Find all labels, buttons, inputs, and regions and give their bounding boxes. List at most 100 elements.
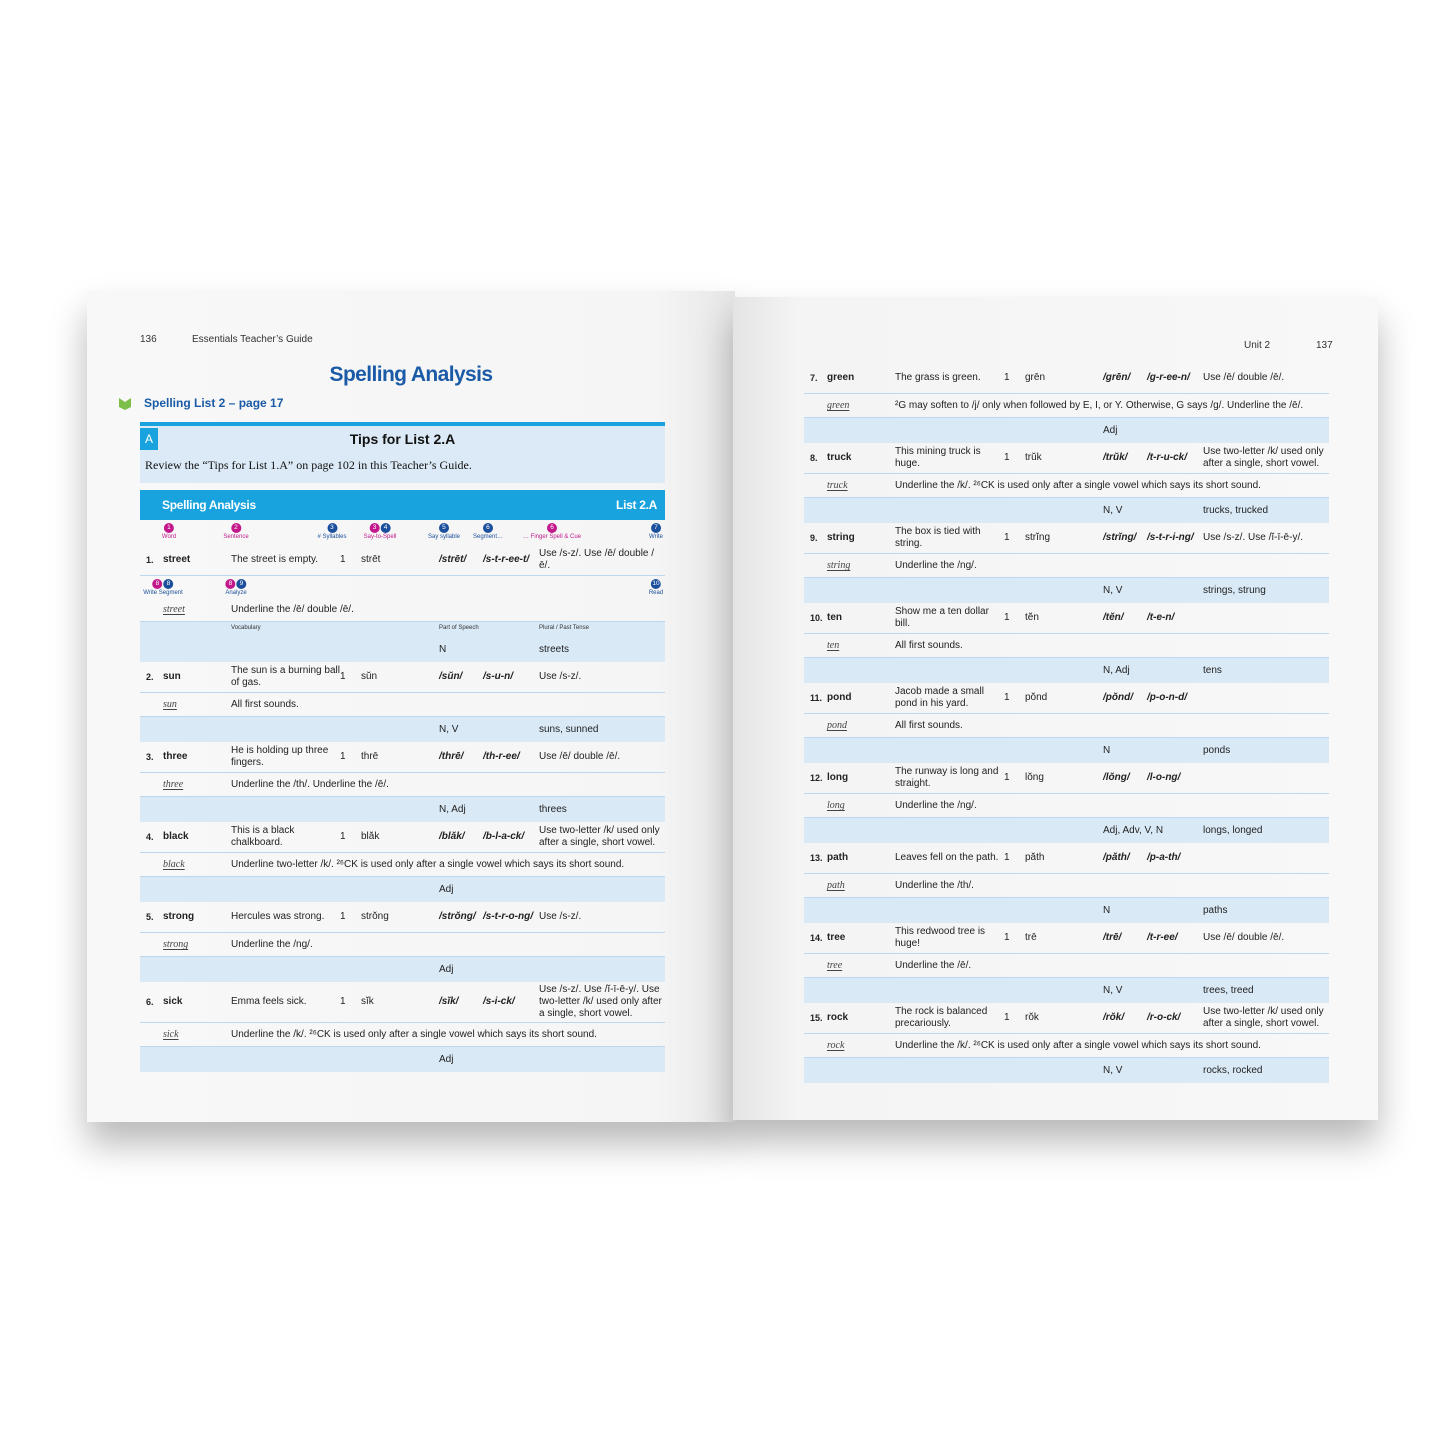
sentence: The runway is long and straight. (895, 766, 999, 789)
part-of-speech: N, V (1103, 985, 1123, 996)
analyze: Underline the /ng/. (895, 800, 977, 811)
step: 8 8 Write Segment (143, 579, 183, 596)
entry-vocab-row: Adj (140, 877, 665, 902)
written-word: ten (827, 640, 840, 651)
step: 7 Write (649, 523, 663, 540)
num: 12. (810, 772, 823, 783)
step-label: Analyze (225, 590, 247, 596)
num: 14. (810, 932, 823, 943)
segment: /s-u-n/ (483, 671, 513, 682)
part-of-speech: Adj (439, 884, 454, 895)
say: sĭk (361, 996, 374, 1007)
badges: 6 (523, 523, 581, 533)
empty-cell (1203, 616, 1329, 620)
entry: 12. long The runway is long and straight. 1… (804, 763, 1329, 843)
say: pŏnd (1025, 692, 1048, 703)
step-badge: 5 (438, 523, 449, 533)
num: 15. (810, 1012, 823, 1023)
sentence: The sun is a burning ball of gas. (231, 665, 340, 688)
entry-vocab-row: N, Adj tens (804, 658, 1329, 683)
step-header-second: 8 8 Write Segment 8 9 Analyze 10 Read (140, 576, 665, 598)
analyze: Underline the /ē/ double /ē/. (231, 604, 354, 615)
phonogram: /păth/ (1103, 852, 1130, 863)
running-head: Unit 2 (1244, 340, 1271, 351)
entry-main-row: 12. long The runway is long and straight. 1… (804, 763, 1329, 794)
phonogram: /lŏng/ (1103, 772, 1130, 783)
part-of-speech: N (1103, 905, 1111, 916)
analyze: All first sounds. (895, 640, 963, 651)
plural: tens (1203, 665, 1222, 676)
step: 1 Word (162, 523, 176, 540)
word: street (163, 554, 191, 565)
word: three (163, 751, 188, 762)
num: 13. (810, 852, 823, 863)
phonogram: /tĕn/ (1103, 612, 1124, 623)
word: path (827, 852, 849, 863)
cue: Use two-letter /k/ used only after a sin… (1203, 446, 1324, 469)
segment: /b-l-a-ck/ (483, 831, 525, 842)
entry-vocab-row: N, V suns, sunned (140, 717, 665, 742)
page-number: 136 (140, 334, 157, 345)
bookmark-icon (119, 398, 131, 410)
segment: /t-r-u-ck/ (1147, 452, 1187, 463)
syllables: 1 (340, 831, 346, 842)
entry: 1. street The street is empty. 1 strēt/strēt… (140, 545, 665, 662)
plural: rocks, rocked (1203, 1065, 1263, 1076)
say: trē (1025, 932, 1037, 943)
num: 10. (810, 612, 823, 623)
segment: /g-r-ee-n/ (1147, 372, 1190, 383)
say: grēn (1025, 372, 1046, 383)
num: 7. (810, 372, 818, 383)
plural: trees, treed (1203, 985, 1254, 996)
say: strēt (361, 554, 381, 565)
phonogram: /trŭk/ (1103, 452, 1128, 463)
phonogram: /sĭk/ (439, 996, 459, 1007)
written-word: string (827, 560, 851, 571)
entry: 11. pond Jacob made a small pond in his ya… (804, 683, 1329, 763)
entry-analyze-row: pond All first sounds. (804, 714, 1329, 738)
running-head: Essentials Teacher’s Guide (192, 334, 313, 345)
word: tree (827, 932, 846, 943)
step-badge: 8 (225, 579, 236, 589)
left-page: 136 Essentials Teacher’s Guide Spelling … (87, 291, 735, 1122)
part-of-speech: N, V (1103, 505, 1123, 516)
entry-vocab-row: N, V trucks, trucked (804, 498, 1329, 523)
entry-main-row: 2. sun The sun is a burning ball of gas. 1 s… (140, 662, 665, 693)
num: 9. (810, 532, 818, 543)
badges: 1 (162, 523, 176, 533)
phonogram: /thrē/ (439, 751, 464, 762)
segment: /th-r-ee/ (483, 751, 520, 762)
plural: trucks, trucked (1203, 505, 1269, 516)
word: green (827, 372, 855, 383)
tips-letter: A (140, 428, 158, 450)
syllables: 1 (1004, 532, 1010, 543)
entry-vocab-row: N, V strings, strung (804, 578, 1329, 603)
entry: 7. green The grass is green. 1 grēn/grēn/ /g-… (804, 363, 1329, 443)
written-word: street (163, 604, 185, 615)
plural: strings, strung (1203, 585, 1266, 596)
step-label: Write (649, 534, 663, 540)
entry-main-row: 10. ten Show me a ten dollar bill. 1 tĕn/tĕn… (804, 603, 1329, 634)
written-word: sick (163, 1029, 179, 1040)
written-word: truck (827, 480, 848, 491)
syllables: 1 (1004, 692, 1010, 703)
step-label: Write Segment (143, 590, 183, 596)
written-word: three (163, 779, 184, 790)
badges: 7 (649, 523, 663, 533)
written-word: path (827, 880, 845, 891)
syllables: 1 (340, 554, 346, 565)
entry-main-row: 1. street The street is empty. 1 strēt/strēt… (140, 545, 665, 576)
phonogram: /strŏng/ (439, 911, 476, 922)
empty-cell (1203, 776, 1329, 780)
entry-analyze-row: black Underline two-letter /k/. ²⁶CK is u… (140, 853, 665, 877)
sentence: Show me a ten dollar bill. (895, 606, 989, 629)
part-of-speech: Adj (439, 964, 454, 975)
entry-main-row: 15. rock The rock is balanced precariously… (804, 1003, 1329, 1034)
entry: 14. tree This redwood tree is huge! 1 trē/tr… (804, 923, 1329, 1003)
entry-vocab-row: Vocabulary Part of Speech Plural / Past Te… (140, 622, 665, 662)
phonogram: /blăk/ (439, 831, 465, 842)
syllables: 1 (1004, 452, 1010, 463)
num: 3. (146, 751, 154, 762)
